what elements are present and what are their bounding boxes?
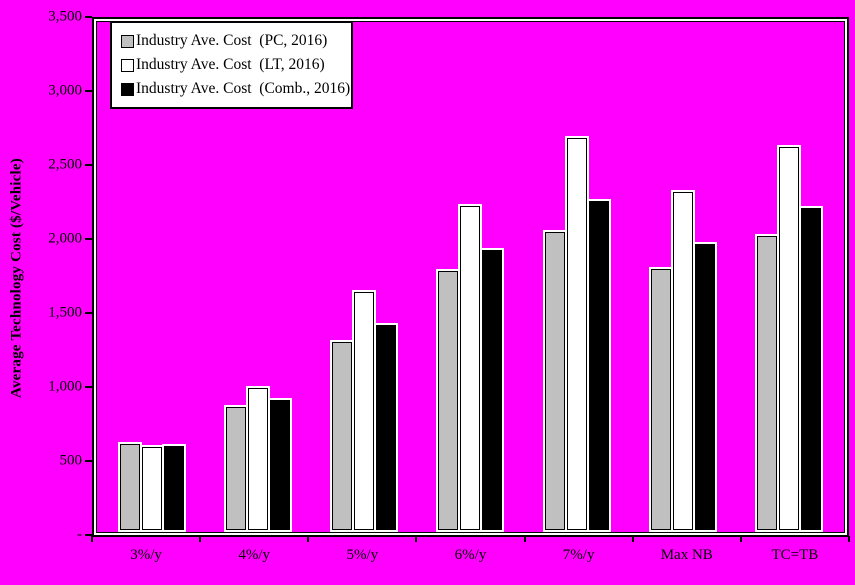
- x-tick-mark: [307, 536, 310, 542]
- x-tick-mark: [199, 536, 202, 542]
- y-tick-label: 1,500: [48, 304, 82, 321]
- bar-group: [736, 24, 842, 532]
- bar-group: [99, 24, 205, 532]
- plot-area: [92, 17, 849, 537]
- y-tick-label: 3,000: [48, 82, 82, 99]
- bar: [352, 290, 377, 532]
- y-tick-label: -: [77, 526, 82, 543]
- x-tick-mark: [91, 536, 93, 542]
- legend-item: Industry Ave. Cost (LT, 2016): [121, 57, 345, 73]
- bar-group: [524, 24, 630, 532]
- x-tick-mark: [415, 536, 418, 542]
- y-tick-mark: [85, 460, 92, 462]
- x-category-label: 5%/y: [346, 547, 379, 563]
- bar-group: [311, 24, 417, 532]
- bar: [648, 267, 673, 532]
- legend-swatch: [121, 34, 134, 48]
- legend-label: Industry Ave. Cost (Comb., 2016): [136, 80, 351, 98]
- x-tick-mark: [523, 536, 526, 542]
- y-tick-label: 2,500: [48, 156, 82, 173]
- bar: [458, 204, 483, 532]
- bar: [330, 340, 355, 532]
- legend-label: Industry Ave. Cost (PC, 2016): [136, 32, 328, 50]
- bar-groups: [99, 24, 842, 532]
- legend-item: Industry Ave. Cost (Comb., 2016): [121, 81, 350, 97]
- x-tick-mark: [848, 536, 850, 542]
- y-tick-label: 2,000: [48, 230, 82, 247]
- bar-group: [417, 24, 523, 532]
- bar: [118, 442, 143, 532]
- legend-label: Industry Ave. Cost (LT, 2016): [136, 56, 325, 74]
- y-tick-label: 3,500: [48, 8, 82, 25]
- x-category-label: 4%/y: [238, 547, 271, 563]
- x-tick-mark: [631, 536, 634, 542]
- legend-swatch: [121, 82, 134, 96]
- x-category-label: 6%/y: [454, 547, 487, 563]
- y-tick-mark: [85, 534, 92, 536]
- y-tick-mark: [85, 238, 92, 240]
- bar: [776, 145, 801, 532]
- bar-group: [630, 24, 736, 532]
- x-category-label: 3%/y: [130, 547, 162, 563]
- bar: [162, 444, 187, 532]
- bar: [480, 248, 505, 532]
- y-tick-mark: [85, 16, 92, 18]
- x-category-label: 7%/y: [562, 547, 595, 563]
- bar: [586, 199, 611, 532]
- x-category-label: TC=TB: [771, 547, 819, 563]
- bar: [436, 269, 461, 532]
- y-tick-label: 500: [59, 452, 83, 469]
- y-tick-mark: [85, 386, 92, 388]
- bar: [140, 445, 165, 532]
- bar: [670, 190, 695, 532]
- y-tick-label: 1,000: [48, 378, 82, 395]
- y-axis-title: Average Technology Cost ($/Vehicle): [8, 158, 25, 398]
- bar: [246, 386, 271, 532]
- legend: Industry Ave. Cost (PC, 2016) Industry Av…: [110, 21, 353, 109]
- bar: [692, 242, 717, 532]
- bar: [754, 234, 779, 532]
- bar: [374, 323, 399, 532]
- x-tick-mark: [739, 536, 742, 542]
- y-tick-mark: [85, 164, 92, 166]
- bar: [542, 230, 567, 532]
- y-tick-mark: [85, 312, 92, 314]
- bar: [268, 398, 293, 532]
- bar: [564, 136, 589, 532]
- bar: [798, 206, 823, 532]
- legend-item: Industry Ave. Cost (PC, 2016): [121, 33, 345, 49]
- bar: [224, 405, 249, 532]
- bar-group: [205, 24, 311, 532]
- y-tick-mark: [85, 90, 92, 92]
- x-category-label: Max NB: [660, 547, 713, 563]
- legend-swatch: [121, 58, 134, 72]
